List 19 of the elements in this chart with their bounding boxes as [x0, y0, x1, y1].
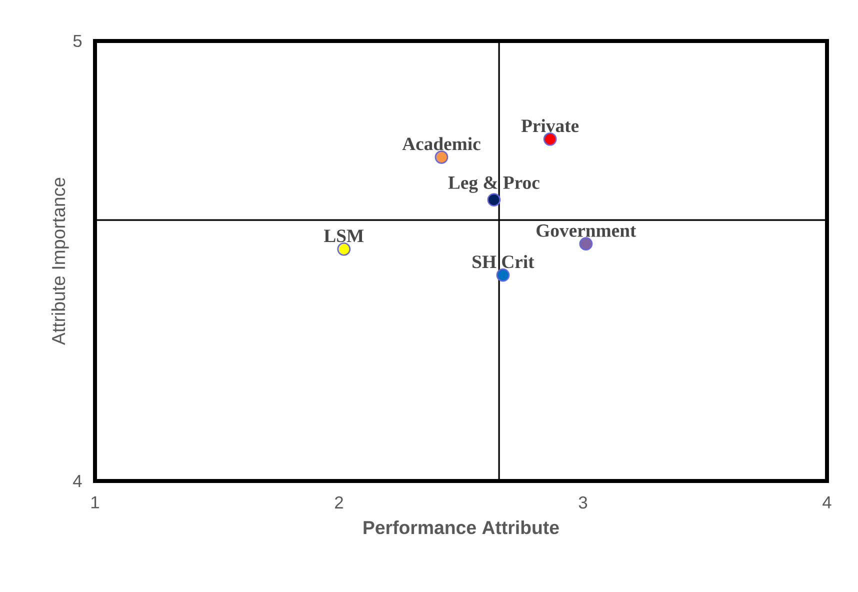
series-label: Government: [536, 224, 636, 237]
point: [543, 132, 557, 146]
x-tick-label: 3: [578, 496, 588, 509]
x-tick-label: 4: [822, 496, 832, 508]
y-axis-title: Attribute Importance: [51, 178, 69, 345]
point: [487, 193, 501, 206]
series-label: SH Crit: [472, 254, 534, 268]
x-axis-title: Performance Attribute: [364, 520, 559, 534]
series-label: LSM: [324, 230, 364, 242]
y-tick-label: 5: [73, 34, 82, 48]
point: [337, 242, 351, 256]
x-tick-label: 2: [335, 496, 343, 508]
series-label: Academic: [402, 137, 480, 150]
point: [434, 150, 448, 164]
x-tick-label: 1: [92, 496, 99, 508]
series-label: Leg & Proc: [448, 176, 540, 193]
series-label: Private: [521, 119, 579, 132]
point: [579, 237, 593, 250]
point: [496, 268, 510, 282]
